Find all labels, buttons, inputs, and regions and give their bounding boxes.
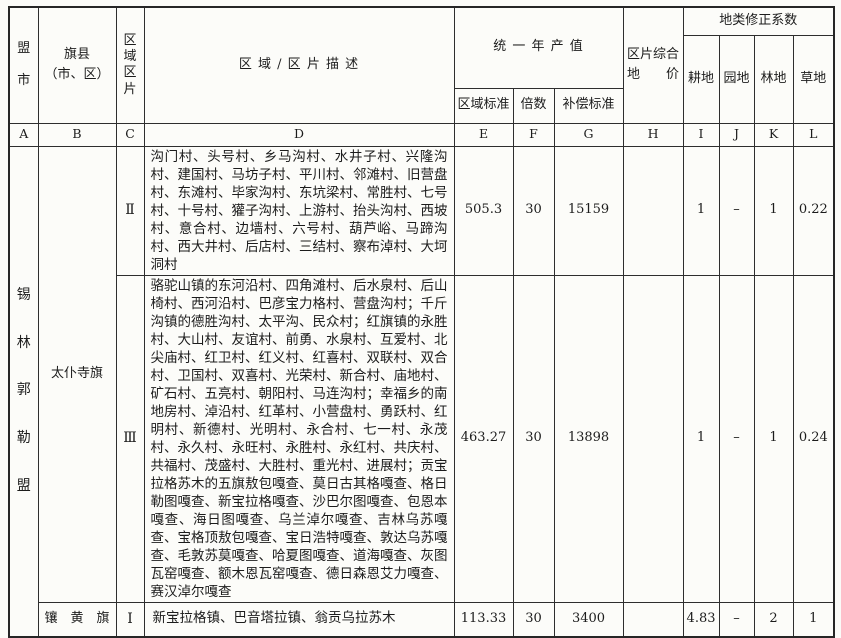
header-row-2: 耕地 园地 林地 草地 xyxy=(9,34,835,124)
zone-number: Ⅱ xyxy=(115,145,145,276)
cultivated-coefficient: 1 xyxy=(682,145,720,276)
column-letter-h: H xyxy=(622,122,684,147)
zone-price-value xyxy=(622,145,684,276)
garden-coefficient: – xyxy=(718,145,755,276)
group-header-annual-output-value: 统 一 年 产 值 xyxy=(453,6,624,89)
multiplier-value: 30 xyxy=(512,601,555,638)
garden-coefficient: – xyxy=(718,601,755,638)
column-letter-b: B xyxy=(37,122,117,147)
grass-coefficient: 0.24 xyxy=(792,274,835,603)
column-letter-a: A xyxy=(8,122,39,147)
grass-coefficient: 0.22 xyxy=(792,145,835,276)
grass-coefficient: 1 xyxy=(792,601,835,638)
land-compensation-table: 盟市 旗县 （市、区） 区域区片 区 域 / 区 片 描 述 统 一 年 产 值… xyxy=(8,6,836,638)
col-header-description: 区 域 / 区 片 描 述 xyxy=(143,6,455,124)
column-letter-e: E xyxy=(453,122,514,147)
cultivated-coefficient: 1 xyxy=(682,274,720,603)
multiplier-value: 30 xyxy=(512,274,555,603)
cultivated-coefficient: 4.83 xyxy=(682,601,720,638)
league-name: 锡林郭勒盟 xyxy=(16,287,31,494)
regional-standard-value: 505.3 xyxy=(453,145,514,276)
forest-coefficient: 1 xyxy=(753,274,794,603)
col-header-forest-land: 林地 xyxy=(753,34,794,124)
header-row-1: 盟市 旗县 （市、区） 区域区片 区 域 / 区 片 描 述 统 一 年 产 值… xyxy=(8,6,835,124)
col-header-league-city: 盟市 xyxy=(8,6,39,124)
col-header-compensation-standard: 补偿标准 xyxy=(553,87,624,124)
multiplier-value: 30 xyxy=(512,145,555,276)
compensation-standard-value: 3400 xyxy=(553,601,624,638)
garden-coefficient: – xyxy=(718,274,755,603)
banner-cell-xianghuang: 镶 黄 旗 xyxy=(37,601,117,638)
table-row-zone-1: 镶 黄 旗 Ⅰ 新宝拉格镇、巴音塔拉镇、翁贡乌拉苏木 113.33 30 340… xyxy=(9,601,835,638)
col-header-banner-county: 旗县 （市、区） xyxy=(37,6,117,124)
table-row-zone-2: 锡林郭勒盟 太仆寺旗 Ⅱ 沟门村、头号村、乡马沟村、水井子村、兴隆沟村、建国村、… xyxy=(8,145,835,638)
col-header-garden-land: 园地 xyxy=(718,34,755,124)
league-city-label: 盟市 xyxy=(17,40,31,89)
column-letter-d: D xyxy=(143,122,455,147)
column-letter-j: J xyxy=(718,122,755,147)
zone-label: 区域区片 xyxy=(123,32,137,97)
regional-standard-value: 113.33 xyxy=(453,601,514,638)
zone-description: 骆驼山镇的东河沿村、四角滩村、后水泉村、后山椅村、西河沿村、巴彦宝力格村、营盘沟… xyxy=(143,274,455,603)
zone-price-label-line1: 区片综合 xyxy=(627,47,680,63)
forest-coefficient: 2 xyxy=(753,601,794,638)
banner-county-label-line2: （市、区） xyxy=(44,67,110,83)
col-header-zone: 区域区片 xyxy=(115,6,145,124)
col-header-grassland: 草地 xyxy=(792,34,835,124)
league-cell-xilingol: 锡林郭勒盟 xyxy=(8,145,39,638)
zone-number: Ⅲ xyxy=(115,274,145,603)
column-letter-k: K xyxy=(753,122,794,147)
column-letter-l: L xyxy=(792,122,835,147)
group-header-land-type-correction: 地类修正系数 xyxy=(682,6,835,36)
banner-cell-taipusi: 太仆寺旗 xyxy=(37,145,117,603)
zone-price-value xyxy=(622,274,684,603)
col-header-multiplier: 倍数 xyxy=(512,87,555,124)
compensation-standard-value: 15159 xyxy=(553,145,624,276)
table-row-zone-3: Ⅲ 骆驼山镇的东河沿村、四角滩村、后水泉村、后山椅村、西河沿村、巴彦宝力格村、营… xyxy=(9,274,835,603)
zone-price-label-line2: 地 价 xyxy=(627,67,680,83)
column-letter-f: F xyxy=(512,122,555,147)
header-row-3: 区域标准 倍数 补偿标准 xyxy=(9,87,834,124)
column-letter-c: C xyxy=(115,122,145,147)
scanned-table-page: 盟市 旗县 （市、区） 区域区片 区 域 / 区 片 描 述 统 一 年 产 值… xyxy=(8,6,836,638)
forest-coefficient: 1 xyxy=(753,145,794,276)
banner-county-label-line1: 旗县 xyxy=(63,47,90,63)
zone-description: 新宝拉格镇、巴音塔拉镇、翁贡乌拉苏木 xyxy=(143,601,455,638)
compensation-standard-value: 13898 xyxy=(553,274,624,603)
column-letter-g: G xyxy=(553,122,624,147)
column-letter-i: I xyxy=(682,122,720,147)
zone-price-value xyxy=(622,601,684,638)
zone-description: 沟门村、头号村、乡马沟村、水井子村、兴隆沟村、建国村、马坊子村、平川村、邻滩村、… xyxy=(143,145,455,276)
column-letter-row: A B C D E F G H I J K L xyxy=(8,122,835,147)
col-header-regional-standard: 区域标准 xyxy=(453,87,514,124)
zone-number: Ⅰ xyxy=(115,601,145,638)
col-header-cultivated-land: 耕地 xyxy=(682,34,720,124)
col-header-zone-comprehensive-price: 区片综合 地 价 xyxy=(622,6,684,124)
regional-standard-value: 463.27 xyxy=(453,274,514,603)
